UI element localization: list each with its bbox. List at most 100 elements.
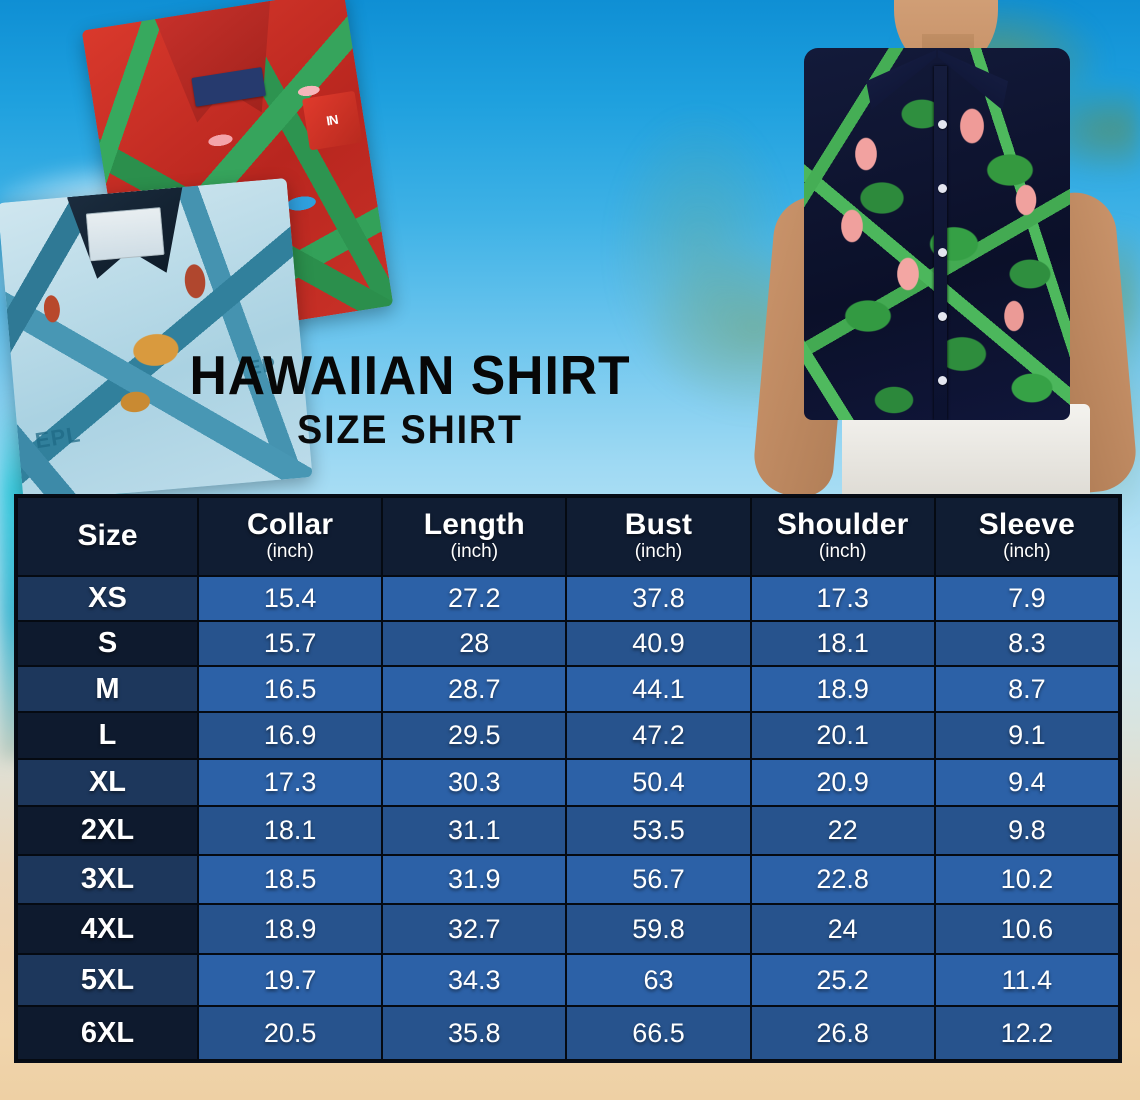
sleeve-cell: 7.9 xyxy=(933,575,1121,622)
bust-cell: 53.5 xyxy=(565,805,752,856)
collar-cell: 17.3 xyxy=(196,758,384,807)
length-cell: 27.2 xyxy=(381,575,568,622)
column-header-length-label: Length xyxy=(423,507,525,541)
length-cell: 31.9 xyxy=(381,854,568,905)
size-cell: M xyxy=(16,665,199,713)
sleeve-cell: 8.3 xyxy=(933,620,1121,667)
table-header: Size Collar (inch) Length (inch) Bust (i… xyxy=(16,496,1121,577)
length-cell: 30.3 xyxy=(381,758,568,807)
shirt-collar-right xyxy=(938,50,1008,110)
column-header-length: Length (inch) xyxy=(381,496,568,577)
bust-cell: 66.5 xyxy=(565,1005,752,1061)
table-row: 4XL 18.9 32.7 59.8 24 10.6 xyxy=(16,903,1121,955)
folded-blue-hawaiian-shirt: EPL EP xyxy=(0,177,313,503)
size-chart-table-wrapper: Size Collar (inch) Length (inch) Bust (i… xyxy=(14,494,1122,1063)
size-cell: XL xyxy=(16,758,199,807)
column-header-length-unit: (inch) xyxy=(450,541,499,563)
shirt-button xyxy=(937,184,947,193)
collar-cell: 15.4 xyxy=(196,575,384,622)
folded-shirts-photo: IN EPL EP xyxy=(0,0,400,503)
bust-cell: 40.9 xyxy=(565,620,752,667)
sleeve-cell: 8.7 xyxy=(933,665,1121,713)
brand-tag: IN xyxy=(301,91,363,151)
column-header-shoulder-unit: (inch) xyxy=(818,541,867,563)
model-photo xyxy=(726,0,1140,500)
sleeve-cell: 10.2 xyxy=(933,854,1121,905)
length-cell: 31.1 xyxy=(381,805,568,856)
column-header-bust-label: Bust xyxy=(624,507,693,541)
column-header-shoulder-label: Shoulder xyxy=(776,507,909,541)
shirt-button xyxy=(937,312,947,321)
size-cell: 2XL xyxy=(16,805,199,856)
column-header-size: Size xyxy=(16,496,199,577)
collar-cell: 20.5 xyxy=(196,1005,384,1061)
length-cell: 28 xyxy=(381,620,568,667)
column-header-collar-unit: (inch) xyxy=(266,541,314,563)
shoulder-cell: 20.9 xyxy=(749,758,936,807)
length-cell: 32.7 xyxy=(381,903,568,955)
table-row: M 16.5 28.7 44.1 18.9 8.7 xyxy=(16,665,1121,713)
collar-cell: 16.5 xyxy=(196,665,384,713)
table-row: XS 15.4 27.2 37.8 17.3 7.9 xyxy=(16,575,1121,622)
length-cell: 35.8 xyxy=(381,1005,568,1061)
table-row: 5XL 19.7 34.3 63 25.2 11.4 xyxy=(16,953,1121,1007)
table-row: 2XL 18.1 31.1 53.5 22 9.8 xyxy=(16,805,1121,856)
size-cell: S xyxy=(16,620,199,667)
sleeve-cell: 11.4 xyxy=(933,953,1121,1007)
collar-cell: 18.5 xyxy=(196,854,384,905)
length-cell: 34.3 xyxy=(381,953,568,1007)
bust-cell: 59.8 xyxy=(565,903,752,955)
table-body: XS 15.4 27.2 37.8 17.3 7.9 S 15.7 28 40.9 18.1 8.3 M… xyxy=(16,575,1121,1061)
shoulder-cell: 22.8 xyxy=(749,854,936,905)
column-header-collar: Collar (inch) xyxy=(196,496,384,577)
column-header-shoulder: Shoulder (inch) xyxy=(749,496,936,577)
sleeve-cell: 10.6 xyxy=(933,903,1121,955)
column-header-size-label: Size xyxy=(77,519,138,552)
shoulder-cell: 18.1 xyxy=(749,620,936,667)
bust-cell: 37.8 xyxy=(565,575,752,622)
shoulder-cell: 24 xyxy=(749,903,936,955)
column-header-bust-unit: (inch) xyxy=(634,541,683,563)
model-white-shorts xyxy=(842,404,1090,500)
column-header-sleeve-label: Sleeve xyxy=(978,507,1076,541)
size-chart-table: Size Collar (inch) Length (inch) Bust (i… xyxy=(16,496,1121,1061)
collar-cell: 18.1 xyxy=(196,805,384,856)
sleeve-cell: 12.2 xyxy=(933,1005,1121,1061)
collar-cell: 16.9 xyxy=(196,711,384,760)
shirt-button xyxy=(937,120,947,129)
shirt-chest-pocket xyxy=(85,206,166,262)
collar-cell: 18.9 xyxy=(196,903,384,955)
size-cell: 3XL xyxy=(16,854,199,905)
sleeve-cell: 9.1 xyxy=(933,711,1121,760)
bust-cell: 56.7 xyxy=(565,854,752,905)
size-cell: 4XL xyxy=(16,903,199,955)
model-navy-flamingo-shirt xyxy=(804,48,1070,420)
shoulder-cell: 22 xyxy=(749,805,936,856)
size-cell: XS xyxy=(16,575,199,622)
shirt-print-text: EPL xyxy=(33,421,83,454)
shoulder-cell: 25.2 xyxy=(749,953,936,1007)
header-row: Size Collar (inch) Length (inch) Bust (i… xyxy=(16,496,1121,577)
size-cell: 5XL xyxy=(16,953,199,1007)
table-row: L 16.9 29.5 47.2 20.1 9.1 xyxy=(16,711,1121,760)
shirt-button-placket xyxy=(934,66,948,420)
shirt-button xyxy=(937,376,947,385)
table-row: S 15.7 28 40.9 18.1 8.3 xyxy=(16,620,1121,667)
shoulder-cell: 17.3 xyxy=(749,575,936,622)
bust-cell: 44.1 xyxy=(565,665,752,713)
size-cell: L xyxy=(16,711,199,760)
column-header-collar-label: Collar xyxy=(246,507,334,541)
shirt-print-text: EP xyxy=(246,353,279,380)
size-cell: 6XL xyxy=(16,1005,199,1061)
shirt-collar xyxy=(155,1,287,127)
table-row: 6XL 20.5 35.8 66.5 26.8 12.2 xyxy=(16,1005,1121,1061)
bust-cell: 50.4 xyxy=(565,758,752,807)
shirt-collar-left xyxy=(866,50,936,110)
sleeve-cell: 9.8 xyxy=(933,805,1121,856)
bust-cell: 47.2 xyxy=(565,711,752,760)
shoulder-cell: 26.8 xyxy=(749,1005,936,1061)
length-cell: 29.5 xyxy=(381,711,568,760)
length-cell: 28.7 xyxy=(381,665,568,713)
column-header-sleeve: Sleeve (inch) xyxy=(933,496,1121,577)
